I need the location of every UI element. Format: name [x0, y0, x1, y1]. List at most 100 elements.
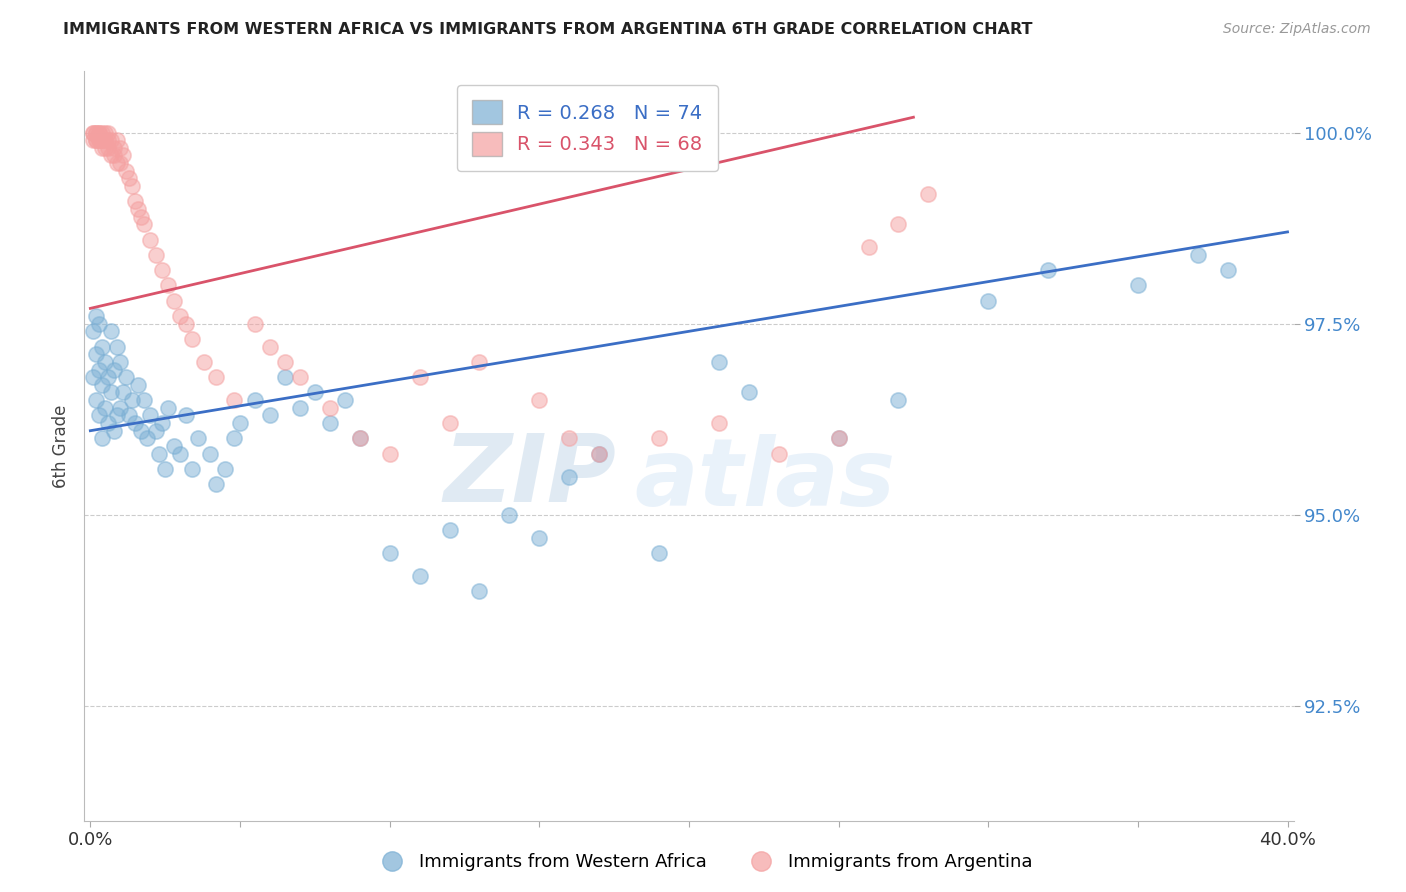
Point [89, 362, 111, 376]
Point [468, 584, 491, 599]
Point [529, 531, 551, 545]
Point [153, 462, 176, 476]
Point [1126, 278, 1149, 293]
Legend: Immigrants from Western Africa, Immigrants from Argentina: Immigrants from Western Africa, Immigran… [367, 847, 1039, 879]
Point [134, 393, 156, 408]
Point [157, 401, 180, 415]
Point [103, 148, 125, 162]
Point [97, 141, 120, 155]
Point [82, 133, 104, 147]
Point [86, 309, 108, 323]
Point [82, 370, 104, 384]
Point [94, 401, 117, 415]
Point [86, 347, 108, 361]
Point [134, 217, 156, 231]
Point [157, 278, 180, 293]
Point [439, 523, 461, 537]
Point [977, 293, 1000, 308]
Point [124, 194, 146, 209]
Point [105, 133, 128, 147]
Point [91, 133, 114, 147]
Point [558, 431, 581, 445]
Point [100, 148, 122, 162]
Point [707, 355, 730, 369]
Point [827, 431, 849, 445]
Point [110, 141, 132, 155]
Point [82, 126, 104, 140]
Point [89, 133, 111, 147]
Point [129, 210, 152, 224]
Point [274, 355, 297, 369]
Point [94, 126, 117, 140]
Point [288, 401, 311, 415]
Point [89, 126, 111, 140]
Point [648, 546, 671, 560]
Point [89, 126, 111, 140]
Point [174, 317, 197, 331]
Point [378, 546, 401, 560]
Point [105, 156, 128, 170]
Text: atlas: atlas [634, 434, 896, 525]
Point [86, 133, 108, 147]
Point [115, 370, 138, 384]
Point [163, 293, 186, 308]
Point [707, 416, 730, 430]
Y-axis label: 6th Grade: 6th Grade [52, 404, 70, 488]
Point [129, 424, 152, 438]
Point [827, 431, 849, 445]
Point [145, 248, 167, 262]
Text: Source: ZipAtlas.com: Source: ZipAtlas.com [1223, 22, 1371, 37]
Point [222, 431, 245, 445]
Point [127, 377, 149, 392]
Point [82, 324, 104, 338]
Point [163, 439, 186, 453]
Point [1216, 263, 1239, 277]
Point [1187, 248, 1209, 262]
Point [229, 416, 252, 430]
Point [648, 431, 671, 445]
Point [304, 385, 326, 400]
Point [181, 462, 204, 476]
Point [124, 416, 146, 430]
Point [136, 431, 159, 445]
Text: ZIP: ZIP [443, 430, 616, 522]
Point [288, 370, 311, 384]
Point [100, 324, 122, 338]
Point [259, 340, 281, 354]
Point [887, 217, 910, 231]
Point [91, 377, 114, 392]
Point [121, 179, 143, 194]
Point [198, 447, 221, 461]
Point [103, 362, 125, 376]
Point [148, 447, 170, 461]
Point [110, 355, 132, 369]
Point [738, 385, 761, 400]
Point [169, 447, 191, 461]
Point [349, 431, 371, 445]
Point [97, 126, 120, 140]
Point [89, 409, 111, 423]
Point [858, 240, 880, 254]
Point [97, 370, 120, 384]
Point [917, 186, 939, 201]
Point [768, 447, 790, 461]
Point [89, 133, 111, 147]
Point [118, 171, 141, 186]
Point [222, 393, 245, 408]
Point [169, 309, 191, 323]
Point [115, 163, 138, 178]
Point [588, 447, 610, 461]
Point [110, 401, 132, 415]
Point [105, 340, 128, 354]
Point [333, 393, 356, 408]
Point [174, 409, 197, 423]
Point [145, 424, 167, 438]
Point [97, 416, 120, 430]
Point [105, 409, 128, 423]
Point [205, 477, 228, 491]
Point [319, 401, 342, 415]
Point [121, 393, 143, 408]
Text: IMMIGRANTS FROM WESTERN AFRICA VS IMMIGRANTS FROM ARGENTINA 6TH GRADE CORRELATIO: IMMIGRANTS FROM WESTERN AFRICA VS IMMIGR… [63, 22, 1033, 37]
Point [91, 126, 114, 140]
Point [91, 141, 114, 155]
